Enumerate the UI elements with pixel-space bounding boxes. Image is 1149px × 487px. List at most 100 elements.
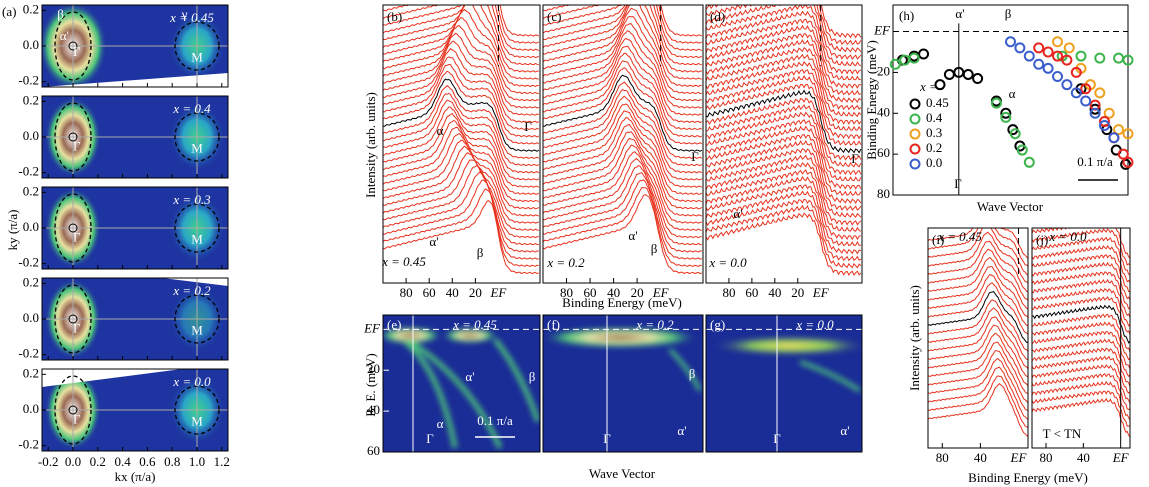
data-point [908,52,920,64]
annotation: Γ [954,176,962,191]
fs-contour [68,223,78,233]
data-point [1089,103,1101,115]
edc-curve [706,154,862,219]
edc-curve [928,228,1028,259]
annotation: M [191,413,203,428]
edc-curve [383,165,539,246]
y-tick-label: 20 [877,63,890,78]
edc-curve [1032,261,1130,300]
edc-curve [706,204,862,269]
legend-label: 0.3 [926,125,942,140]
panel-condition: x = 0.45 [381,254,426,269]
fs-contour [68,314,78,324]
bands [383,326,540,449]
x-tick-label: 80 [722,285,735,300]
edc-curve [383,5,540,44]
edc-curve [1032,313,1130,353]
edc-curve [543,74,703,152]
y-tick-label: 60 [877,145,890,160]
curves [1032,228,1130,438]
edc-curve [543,45,703,124]
edc-curve [383,84,540,159]
data-point [1122,156,1134,168]
edc-curve [928,248,1028,301]
data-point [1070,87,1082,99]
y-tick-label: 0.0 [23,128,39,143]
edc-curve [383,171,539,253]
fs-contour [174,294,220,344]
y-tick-label: 0.2 [23,365,39,380]
data-point [962,68,974,80]
edc-curve [383,92,540,167]
edc-curve [706,5,862,53]
edc-curve [1032,355,1130,394]
y-tick-label: 0.0 [23,310,39,325]
curves [706,5,862,277]
annotation: α [437,123,444,138]
x-tick-label: 60 [584,285,597,300]
edc-curve [928,316,1028,370]
fs-contour [68,132,78,142]
edc-curve [1032,338,1130,378]
edc-curve [706,184,861,247]
annotation: α' [429,234,438,249]
edc-curve [383,40,539,116]
edc-curve [543,157,702,239]
edc-curve [383,139,539,217]
data-point [1094,52,1106,64]
image [706,315,862,452]
panel-condition: x = 0.45 [452,317,497,332]
y-tick-label: EF [363,320,381,335]
x-tick-label: 80 [560,285,573,300]
edc-curve [383,5,540,37]
edc-curve [706,10,862,75]
edc-curve [543,5,703,44]
fs-contour [54,102,92,172]
y-tick-label: 0.2 [23,1,39,16]
x-tick-label: -0.2 [38,454,59,469]
edc-curve [706,139,862,204]
legend-label: 0.4 [926,110,943,125]
edc-curve [706,104,862,168]
edc-curve [543,5,702,59]
edc-curve [383,70,540,145]
panel-condition: x = 0.0 [1048,229,1087,244]
frame [705,4,863,284]
annotation: Γ [773,431,781,446]
edc-curve [383,159,539,239]
data-point [1009,128,1021,140]
annotation: Γ [524,119,532,134]
edc-curve [706,169,862,232]
data-point [943,68,955,80]
edc-curve [706,24,861,89]
edc-curve [706,33,862,96]
fs-contour [54,11,92,81]
y-axis-title: Intensity (arb. units) [907,285,922,391]
edc-curve [1032,245,1130,283]
bands [710,335,862,393]
map-panel [42,278,228,360]
annotation: α [437,416,444,431]
y-tick-label: 0.2 [23,92,39,107]
edc-curve [1032,228,1130,266]
no-data [42,369,182,387]
data-point [1122,128,1134,140]
edc-curve [543,7,702,88]
edc-curve [928,341,1028,394]
data-point [1117,148,1129,160]
edc-curve [543,37,702,116]
edc-curve [383,106,540,181]
curves [928,228,1028,437]
edc-curve [928,383,1028,437]
x-tick-label: 40 [1077,450,1090,465]
edc-curve [706,190,862,255]
annotation: β [57,7,64,22]
fs-contour [54,284,92,354]
data-point [1052,50,1063,62]
annotation: γ [181,7,188,22]
edc-curve [928,256,1028,310]
edc-curve [928,265,1028,318]
edc-curve [1032,278,1130,318]
map-label: x = 0.3 [172,192,211,207]
legend-marker [909,113,921,125]
